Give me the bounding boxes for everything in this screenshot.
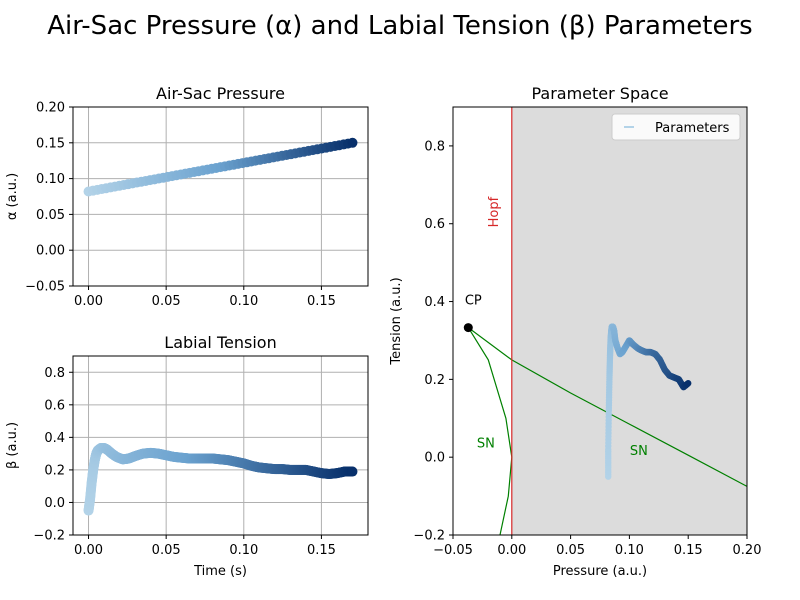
parameter-space-panel: Parameter Space Hopf CP SN SN −0.05 0.00 0.05 0… — [389, 84, 761, 579]
legend-box — [611, 113, 741, 141]
parameter-space-y-tick-label: 0.4 — [424, 295, 445, 310]
parameter-space-y-axis-label: Tension (a.u.) — [389, 277, 404, 365]
sn-right-label: SN — [630, 444, 648, 459]
parameter-space-point — [685, 380, 692, 387]
tension-y-tick-label: 0.0 — [44, 496, 65, 511]
cusp-point — [463, 323, 473, 333]
parameter-space-y-tick-label: 0.0 — [424, 451, 445, 466]
parameter-space-panel-title: Parameter Space — [531, 84, 668, 103]
parameter-space-y-tick-label: 0.2 — [424, 373, 445, 388]
parameter-space-y-tick-label: 0.6 — [424, 217, 445, 232]
sn-curve-upper — [467, 327, 747, 487]
sn-curve-lower — [467, 327, 513, 535]
tension-point — [347, 466, 358, 477]
pressure-panel-title: Air-Sac Pressure — [156, 84, 285, 103]
parameter-space-y-tick-label: 0.8 — [424, 139, 445, 154]
pressure-panel: Air-Sac Pressure 0.00 0.05 0.10 0.15 −0.05 0.… — [5, 84, 369, 309]
parameter-space-x-tick-label: 0.05 — [556, 543, 585, 558]
tension-y-axis-label: β (a.u.) — [5, 422, 20, 469]
parameter-space-x-tick-label: 0.20 — [733, 543, 762, 558]
parameter-space-axes-frame — [452, 106, 748, 536]
tension-y-tick-label: 0.2 — [44, 463, 65, 478]
pressure-x-tick-label: 0.00 — [74, 294, 103, 309]
pressure-plot-area — [73, 107, 368, 286]
pressure-point — [347, 137, 358, 148]
pressure-y-tick-label: 0.05 — [36, 208, 65, 223]
figure-title: Air-Sac Pressure (α) and Labial Tension … — [47, 11, 752, 41]
pressure-axes-frame — [72, 106, 369, 287]
pressure-y-tick-label: 0.20 — [36, 101, 65, 116]
legend-label: Parameters — [655, 121, 730, 136]
tension-panel-title: Labial Tension — [164, 333, 276, 352]
pressure-y-tick-label: 0.00 — [36, 244, 65, 259]
tension-x-tick-label: 0.00 — [74, 543, 103, 558]
pressure-y-tick-label: 0.15 — [36, 136, 65, 151]
pressure-x-tick-label: 0.15 — [307, 294, 336, 309]
tension-plot-area — [73, 356, 368, 535]
tension-panel: Labial Tension 0.00 0.05 0.10 0.15 −0.2 0.0 0.… — [5, 333, 369, 579]
tension-x-tick-label: 0.10 — [229, 543, 258, 558]
pressure-y-tick-label: −0.05 — [25, 280, 65, 295]
pressure-x-tick-label: 0.10 — [229, 294, 258, 309]
parameter-space-x-tick-label: 0.15 — [674, 543, 703, 558]
tension-x-tick-label: 0.05 — [152, 543, 181, 558]
cp-label: CP — [465, 294, 482, 309]
parameter-space-x-tick-label: 0.10 — [615, 543, 644, 558]
parameter-space-plot-area — [463, 107, 747, 535]
tension-y-tick-label: −0.2 — [33, 529, 65, 544]
shaded-region — [511, 107, 747, 535]
parameter-space-x-tick-label: 0.00 — [497, 543, 526, 558]
pressure-x-tick-label: 0.05 — [152, 294, 181, 309]
tension-y-tick-label: 0.8 — [44, 366, 65, 381]
parameter-space-x-axis-label: Pressure (a.u.) — [553, 564, 647, 579]
parameter-space-y-tick-label: −0.2 — [413, 529, 445, 544]
tension-y-tick-label: 0.4 — [44, 431, 65, 446]
parameter-space-x-tick-label: −0.05 — [433, 543, 473, 558]
legend: Parameters — [611, 113, 741, 141]
tension-y-tick-label: 0.6 — [44, 398, 65, 413]
pressure-y-tick-label: 0.10 — [36, 172, 65, 187]
pressure-y-axis-label: α (a.u.) — [5, 173, 20, 220]
tension-axes-frame — [72, 355, 369, 536]
sn-left-label: SN — [477, 436, 495, 451]
tension-x-axis-label: Time (s) — [193, 564, 247, 579]
hopf-label: Hopf — [487, 196, 502, 227]
tension-x-tick-label: 0.15 — [307, 543, 336, 558]
